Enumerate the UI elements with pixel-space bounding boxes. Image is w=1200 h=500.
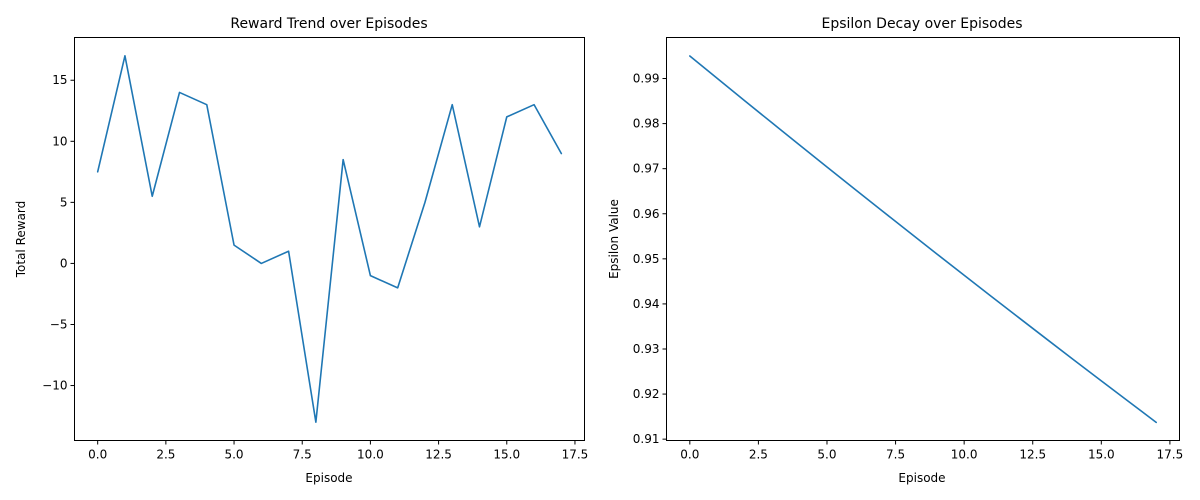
reward-chart-ytick-label: 10 bbox=[52, 134, 67, 148]
reward-chart-series-line bbox=[96, 55, 563, 423]
reward-chart-xtick-label: 0.0 bbox=[88, 448, 107, 462]
reward-chart-xlabel: Episode bbox=[305, 471, 352, 485]
reward-chart-ytick-label: 15 bbox=[52, 73, 67, 87]
reward-chart-xtick-label: 17.5 bbox=[562, 448, 589, 462]
epsilon-chart-ytick-label: 0.92 bbox=[633, 387, 660, 401]
reward-chart-title: Reward Trend over Episodes bbox=[230, 16, 427, 32]
epsilon-chart-frame bbox=[666, 37, 1180, 441]
epsilon-chart-ytick-label: 0.96 bbox=[633, 207, 660, 221]
epsilon-chart-ytick-label: 0.99 bbox=[633, 72, 660, 86]
epsilon-chart-xlabel: Episode bbox=[898, 471, 945, 485]
reward-chart-ylabel: Total Reward bbox=[14, 201, 28, 279]
reward-chart-xtick-label: 15.0 bbox=[493, 448, 520, 462]
epsilon-chart-plot-area bbox=[689, 55, 1157, 424]
reward-chart-xtick-label: 2.5 bbox=[156, 448, 175, 462]
epsilon-chart-ytick-label: 0.98 bbox=[633, 117, 660, 131]
reward-chart-ytick-label: 0 bbox=[60, 256, 68, 270]
epsilon-chart-ylabel: Epsilon Value bbox=[607, 199, 621, 279]
epsilon-chart-xtick-label: 12.5 bbox=[1019, 448, 1046, 462]
epsilon-chart: Epsilon Decay over Episodes Episode Epsi… bbox=[607, 16, 1183, 485]
epsilon-chart-xtick-label: 7.5 bbox=[886, 448, 905, 462]
reward-chart-xtick-label: 7.5 bbox=[293, 448, 312, 462]
epsilon-chart-xtick-label: 5.0 bbox=[817, 448, 836, 462]
reward-chart-plot-area bbox=[96, 55, 563, 423]
epsilon-chart-xtick-label: 2.5 bbox=[749, 448, 768, 462]
epsilon-chart-ytick-label: 0.91 bbox=[633, 432, 660, 446]
epsilon-chart-ytick-label: 0.95 bbox=[633, 252, 660, 266]
epsilon-chart-xtick-label: 17.5 bbox=[1157, 448, 1184, 462]
reward-chart-xtick-label: 10.0 bbox=[357, 448, 384, 462]
reward-chart-ytick-label: −10 bbox=[42, 379, 67, 393]
reward-chart-xtick-label: 12.5 bbox=[425, 448, 452, 462]
reward-chart-ticks: 0.0 2.5 5.0 7.5 10.0 12.5 15.0 17.5 −10 −5 0 5 10 15 bbox=[42, 73, 588, 461]
epsilon-chart-ticks: 0.0 2.5 5.0 7.5 10.0 12.5 15.0 17.5 0.91 0.92 0.93… bbox=[633, 72, 1183, 462]
epsilon-chart-xtick-label: 10.0 bbox=[951, 448, 978, 462]
reward-chart-ytick-label: 5 bbox=[60, 195, 68, 209]
epsilon-chart-ytick-label: 0.94 bbox=[633, 297, 660, 311]
reward-chart-ytick-label: −5 bbox=[50, 317, 68, 331]
epsilon-chart-xtick-label: 0.0 bbox=[680, 448, 699, 462]
epsilon-chart-title: Epsilon Decay over Episodes bbox=[821, 16, 1022, 32]
epsilon-chart-xtick-label: 15.0 bbox=[1088, 448, 1115, 462]
reward-chart-xtick-label: 5.0 bbox=[224, 448, 243, 462]
epsilon-chart-series-line bbox=[689, 55, 1157, 424]
reward-chart: Reward Trend over Episodes Episode Total… bbox=[14, 16, 588, 485]
epsilon-chart-ytick-label: 0.97 bbox=[633, 162, 660, 176]
epsilon-chart-ytick-label: 0.93 bbox=[633, 342, 660, 356]
reward-chart-frame bbox=[74, 37, 585, 441]
